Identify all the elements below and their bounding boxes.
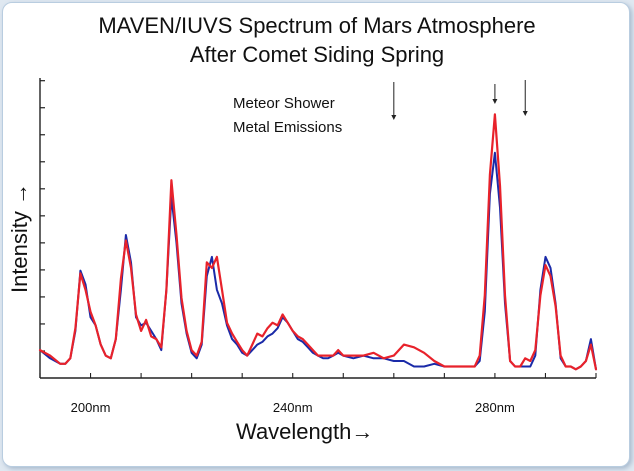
chart-title-line-2: After Comet Siding Spring (189, 42, 445, 67)
x-tick-label: 240nm (273, 400, 313, 415)
x-tick-label: 280nm (475, 400, 515, 415)
series-group (38, 113, 598, 371)
annotation-arrow-head (391, 115, 397, 120)
chart-frame (2, 2, 630, 467)
series-line-2 (38, 113, 598, 371)
annotation-line-1: Meteor Shower (233, 95, 335, 112)
annotation-arrow-head (522, 111, 528, 116)
x-tick-label: 200nm (71, 400, 111, 415)
x-axis-label: Wavelength→ (236, 419, 374, 444)
axes-group: 200nm 240nm 280nm (39, 78, 597, 415)
chart-title-line-1: MAVEN/IUVS Spectrum of Mars Atmosphere (98, 13, 536, 38)
annotation-arrow-head (492, 99, 498, 104)
annotation-line-2: Metal Emissions (233, 119, 342, 136)
annotations-group: Meteor Shower Metal Emissions (233, 80, 528, 136)
